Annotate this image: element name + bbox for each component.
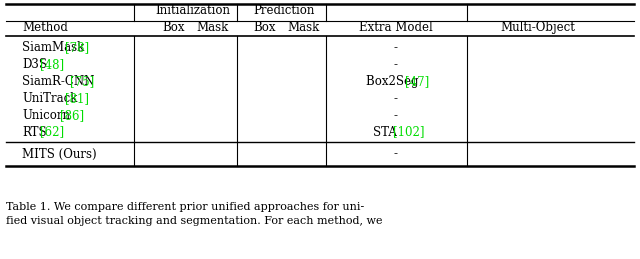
Text: ✗: ✗: [262, 59, 266, 71]
Text: ✓: ✓: [302, 126, 306, 138]
Text: ✓: ✓: [211, 148, 214, 160]
Text: Mask: Mask: [288, 21, 320, 34]
Text: ✓: ✓: [262, 42, 266, 54]
Text: ✗: ✗: [211, 76, 214, 88]
Text: ✓: ✓: [211, 92, 214, 104]
Text: Unicorn: Unicorn: [22, 109, 70, 122]
Text: Box: Box: [163, 21, 186, 34]
Text: [78]: [78]: [65, 41, 89, 54]
Text: ✓: ✓: [172, 148, 176, 160]
Text: [47]: [47]: [405, 75, 429, 88]
Text: Method: Method: [22, 21, 68, 34]
Text: ✓: ✓: [302, 148, 306, 160]
Text: STA: STA: [373, 126, 401, 139]
Text: Mask: Mask: [196, 21, 228, 34]
Text: ✗: ✗: [211, 42, 214, 54]
Text: SiamR-CNN: SiamR-CNN: [22, 75, 95, 88]
Text: Multi-Object: Multi-Object: [500, 21, 575, 34]
Text: ✗: ✗: [536, 76, 540, 88]
Text: MITS (Ours): MITS (Ours): [22, 148, 97, 161]
Text: ✗: ✗: [262, 126, 266, 138]
Text: ✓: ✓: [262, 92, 266, 104]
Text: Extra Model: Extra Model: [358, 21, 433, 34]
Text: ✓: ✓: [302, 109, 306, 121]
Text: ✗: ✗: [536, 59, 540, 71]
Text: ✓: ✓: [172, 76, 176, 88]
Text: UniTrack: UniTrack: [22, 92, 78, 105]
Text: [86]: [86]: [60, 109, 84, 122]
Text: Prediction: Prediction: [253, 4, 315, 17]
Text: ✓: ✓: [172, 109, 176, 121]
Text: Box: Box: [253, 21, 276, 34]
Text: ✓: ✓: [211, 109, 214, 121]
Text: ✓: ✓: [211, 126, 214, 138]
Text: ✗: ✗: [536, 109, 540, 121]
Text: ✓: ✓: [302, 59, 306, 71]
Text: -: -: [394, 41, 397, 54]
Text: [102]: [102]: [393, 126, 424, 139]
Text: -: -: [394, 92, 397, 105]
Text: ✗: ✗: [536, 42, 540, 54]
Text: -: -: [394, 58, 397, 71]
Text: ✓: ✓: [172, 92, 176, 104]
Text: ✓: ✓: [302, 92, 306, 104]
Text: ✗: ✗: [536, 92, 540, 104]
Text: ✗: ✗: [302, 76, 306, 88]
Text: ✓: ✓: [211, 59, 214, 71]
Text: SiamMask: SiamMask: [22, 41, 84, 54]
Text: ✓: ✓: [172, 42, 176, 54]
Text: D3S: D3S: [22, 58, 47, 71]
Text: [48]: [48]: [40, 58, 65, 71]
Text: ✗: ✗: [536, 126, 540, 138]
Text: [75]: [75]: [70, 75, 94, 88]
Text: ✓: ✓: [302, 42, 306, 54]
Text: Box2Seg: Box2Seg: [366, 75, 422, 88]
Text: Table 1. We compare different prior unified approaches for uni-
fied visual obje: Table 1. We compare different prior unif…: [6, 202, 383, 226]
Text: -: -: [394, 109, 397, 122]
Text: -: -: [394, 148, 397, 161]
Text: ✓: ✓: [536, 148, 540, 160]
Text: RTS: RTS: [22, 126, 47, 139]
Text: ✗: ✗: [172, 126, 176, 138]
Text: [81]: [81]: [65, 92, 89, 105]
Text: [62]: [62]: [40, 126, 65, 139]
Text: ✓: ✓: [262, 76, 266, 88]
Text: ✓: ✓: [262, 148, 266, 160]
Text: ✓: ✓: [172, 59, 176, 71]
Text: Initialization: Initialization: [156, 4, 231, 17]
Text: ✓: ✓: [262, 109, 266, 121]
